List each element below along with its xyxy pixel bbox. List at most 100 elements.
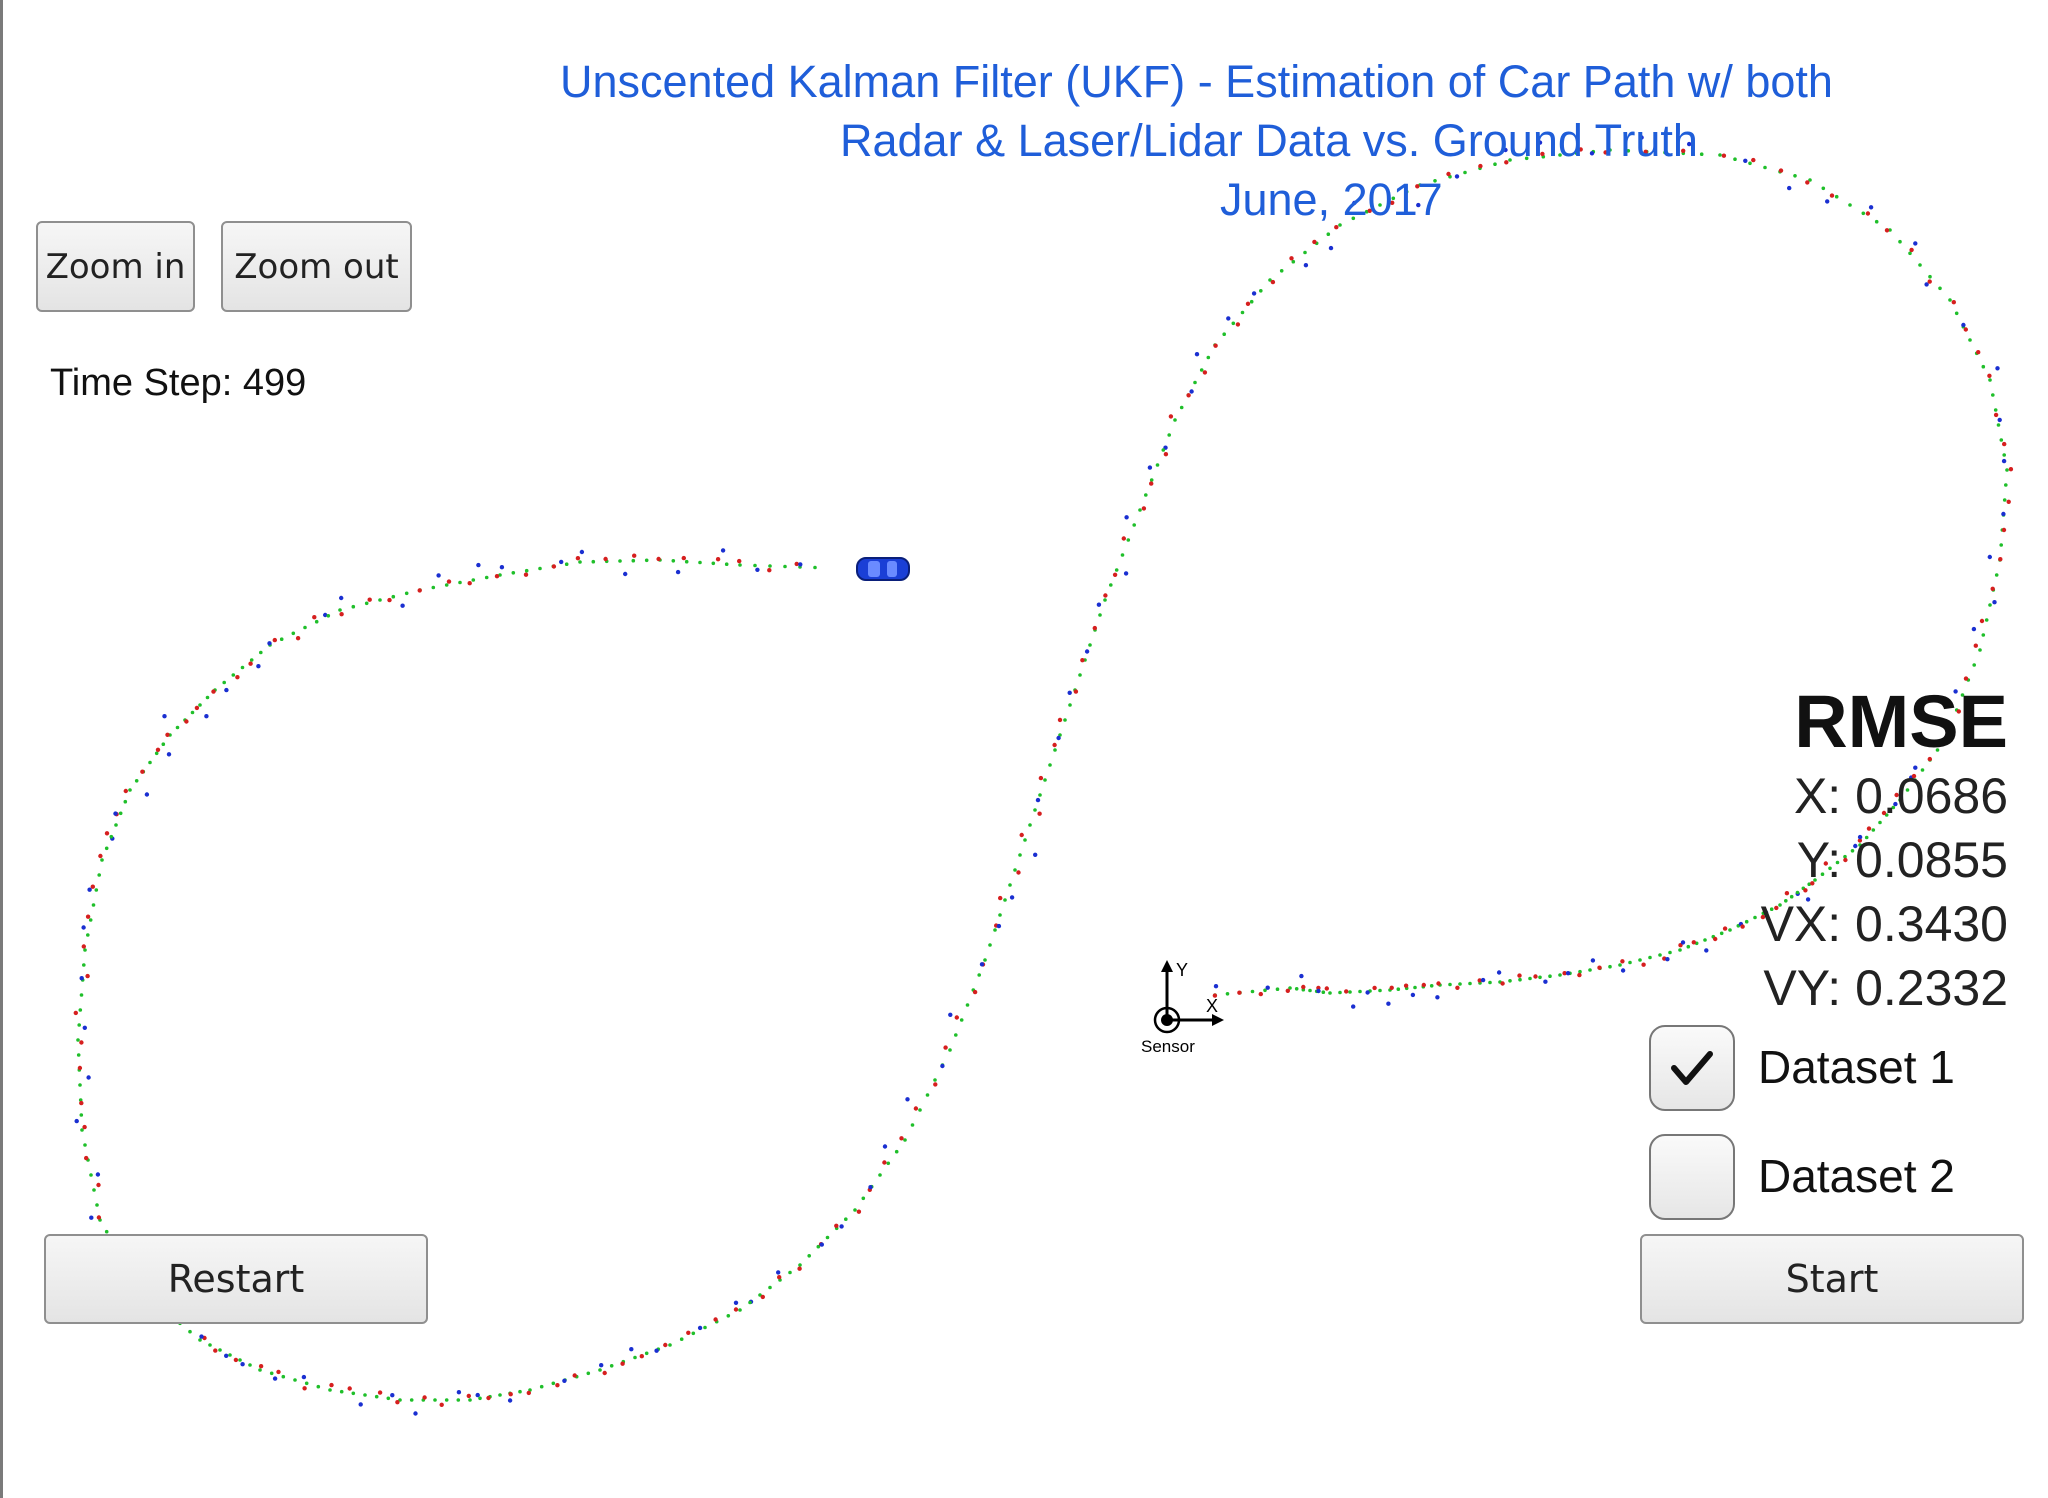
radar-marker [390,1393,395,1398]
ground-truth-marker [338,608,342,612]
radar-marker [1365,990,1370,995]
ground-truth-marker [1518,977,1522,982]
radar-marker [562,1378,567,1384]
ground-truth-marker [1608,148,1612,152]
lidar-marker [1578,147,1583,152]
radar-marker [358,1402,363,1407]
lidar-marker [1517,973,1522,978]
ground-truth-marker [1132,523,1136,527]
ground-truth-marker [1558,153,1562,157]
restart-button[interactable]: Restart [44,1234,428,1324]
ground-truth-marker [91,903,96,907]
lidar-marker [1258,991,1264,997]
ground-truth-marker [374,1394,379,1399]
ground-truth-marker [364,601,369,606]
ground-truth-marker [918,1108,922,1112]
zoom-in-button[interactable]: Zoom in [36,221,195,312]
lidar-marker [1774,905,1779,911]
lidar-marker [377,1390,383,1395]
radar-marker [1825,199,1830,204]
lidar-marker [73,1010,79,1016]
sensor-axis-y-label: Y [1176,960,1188,980]
ground-truth-marker [644,1351,649,1356]
radar-marker [1639,135,1644,140]
ground-truth-marker [1949,723,1953,727]
ground-truth-marker [988,943,992,947]
lidar-marker [1927,756,1933,762]
lidar-marker [1324,986,1330,991]
lidar-marker [551,564,557,569]
ground-truth-marker [80,1128,84,1132]
ground-truth-marker [78,1098,83,1102]
ground-truth-marker [208,1343,212,1347]
dataset-1-checkbox[interactable] [1649,1025,1735,1111]
ground-truth-marker [293,1378,297,1382]
lidar-marker [1963,327,1969,332]
ground-truth-marker [1991,393,1995,397]
ground-truth-marker [954,1033,958,1037]
radar-marker [256,664,261,669]
ground-truth-marker [378,598,382,602]
lidar-marker [882,1160,887,1165]
ground-truth-marker [1548,974,1552,978]
ground-truth-marker [1748,161,1752,166]
ground-truth-marker [1993,408,1998,412]
lidar-marker [79,1100,84,1106]
ground-truth-marker [1898,798,1902,802]
sensor-icon: Y X Sensor [1141,960,1224,1056]
radar-marker [1893,801,1898,807]
start-button[interactable]: Start [1640,1234,2024,1324]
radar-marker [1787,185,1792,191]
lidar-marker [422,1395,427,1400]
ground-truth-marker [631,558,636,563]
radar-marker [1857,834,1863,840]
ground-truth-marker [1678,948,1682,952]
ground-truth-marker [679,1337,684,1341]
radar-marker [1620,968,1626,973]
ground-truth-marker [78,1083,82,1087]
lidar-marker [85,914,91,919]
lidar-marker [1721,153,1727,158]
ground-truth-marker [175,725,180,730]
lidar-marker [140,769,145,774]
lidar-marker [1080,658,1085,663]
radar-marker [507,1398,513,1403]
ground-truth-marker [1508,979,1512,983]
ground-truth-marker [578,560,582,564]
radar-marker [1386,1001,1391,1006]
lidar-marker [797,1266,802,1271]
ground-truth-marker [281,1374,286,1379]
ground-truth-marker [1063,718,1067,722]
ground-truth-marker [738,1308,742,1312]
trajectory-layer [73,135,2014,1416]
ground-truth-marker [1173,418,1177,422]
ground-truth-marker [1328,991,1332,995]
zoom-out-button[interactable]: Zoom out [221,221,412,312]
lidar-marker [1562,971,1567,976]
dataset-2-checkbox[interactable] [1649,1134,1735,1220]
dataset-1-label[interactable]: Dataset 1 [1758,1041,1955,1093]
ground-truth-marker [753,563,757,568]
ground-truth-marker [1658,953,1662,957]
ground-truth-marker [1088,643,1092,647]
ground-truth-marker [1978,648,1982,652]
ground-truth-marker [1294,987,1299,991]
ground-truth-marker [1938,286,1942,291]
lidar-marker [96,1215,102,1220]
lidar-marker [1857,838,1863,843]
lidar-marker [1390,200,1395,205]
lidar-marker [85,973,90,979]
radar-marker [1435,995,1440,1000]
ground-truth-marker [1558,973,1562,977]
ground-truth-marker [1199,368,1204,372]
title-line-2: Radar & Laser/Lidar Data vs. Ground Trut… [840,115,1698,166]
lidar-marker [235,675,240,680]
lidar-marker [395,1400,400,1405]
dataset-2-label[interactable]: Dataset 2 [1758,1150,1955,1202]
ground-truth-marker [993,928,997,932]
lidar-marker [1037,811,1042,816]
ground-truth-marker [1538,975,1542,980]
ground-truth-marker [304,1381,309,1386]
lidar-marker [760,1294,765,1300]
lidar-marker [1956,709,1962,714]
